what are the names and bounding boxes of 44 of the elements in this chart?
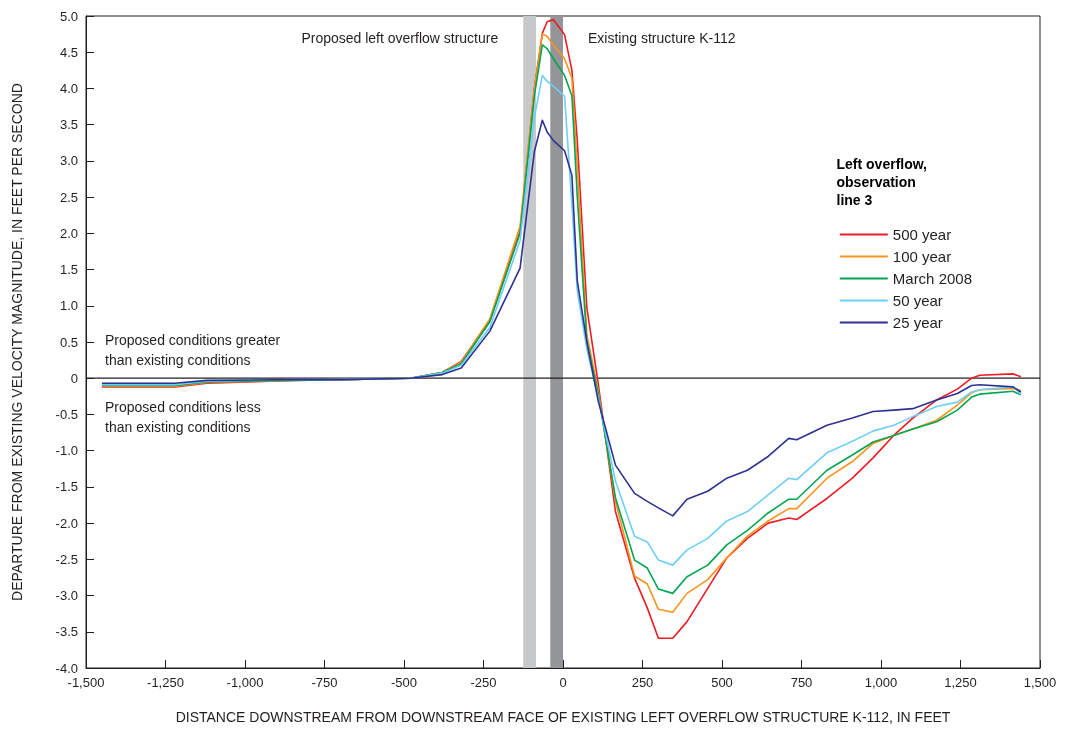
y-tick-label: 3.0 <box>59 153 78 169</box>
annotation: Proposed conditions greater than existing conditions <box>105 332 281 368</box>
y-tick-label: 2.0 <box>59 225 78 241</box>
x-tick-label: 1,000 <box>864 675 898 690</box>
y-tick-label: -2.5 <box>55 551 78 567</box>
x-tick-label: -750 <box>311 675 338 690</box>
y-tick-label: 4.5 <box>59 44 78 60</box>
legend-label: March 2008 <box>892 270 973 287</box>
x-axis-title: DISTANCE DOWNSTREAM FROM DOWNSTREAM FACE OF EXISTING LEFT OVERFLOW STRUCTURE K-112, IN FEET <box>175 709 951 725</box>
x-tick-label: 250 <box>631 675 654 690</box>
y-tick-label: 3.5 <box>59 117 78 133</box>
y-tick-label: -3.0 <box>55 588 78 604</box>
y-tick-label: 1.0 <box>59 298 78 314</box>
x-tick-label: 1,250 <box>944 675 977 690</box>
y-axis-title: DEPARTURE FROM EXISTING VELOCITY MAGNITUDE, IN FEET PER SECOND <box>9 83 25 601</box>
y-tick-label: 0.5 <box>59 334 78 350</box>
band-label: Proposed left overflow structure <box>301 30 499 46</box>
y-tick-label: -1.0 <box>55 443 78 459</box>
y-tick-label: 1.5 <box>59 262 78 278</box>
y-tick-label: 2.5 <box>59 189 78 205</box>
legend-label: 500 year <box>892 226 952 243</box>
y-tick-label: -0.5 <box>55 406 78 422</box>
x-tick-label: 1,500 <box>1023 675 1057 690</box>
x-tick-label: 750 <box>790 675 813 690</box>
band-label: Existing structure K-112 <box>588 30 736 46</box>
annotation: Proposed conditions less than existing conditions <box>105 399 261 435</box>
y-tick-label: -4.0 <box>55 660 78 676</box>
x-tick-label: -1,000 <box>226 675 264 690</box>
y-tick-label: 5.0 <box>59 8 78 24</box>
y-tick-label: -2.0 <box>55 515 78 531</box>
legend-label: 50 year <box>892 292 943 309</box>
legend-label: 100 year <box>892 248 952 265</box>
legend-label: 25 year <box>892 314 943 331</box>
x-tick-label: 0 <box>559 675 567 690</box>
y-tick-label: -3.5 <box>55 624 78 640</box>
y-tick-label: 4.0 <box>59 80 78 96</box>
x-tick-label: -500 <box>390 675 418 690</box>
x-tick-label: -250 <box>470 675 497 690</box>
legend-title: Left overflow, observation line 3 <box>836 156 928 208</box>
y-tick-label: -1.5 <box>55 479 78 495</box>
x-tick-label: -1,250 <box>147 675 184 690</box>
x-tick-label: 500 <box>711 675 733 690</box>
x-tick-label: -1,500 <box>67 675 105 690</box>
y-tick-label: 0 <box>70 370 78 386</box>
